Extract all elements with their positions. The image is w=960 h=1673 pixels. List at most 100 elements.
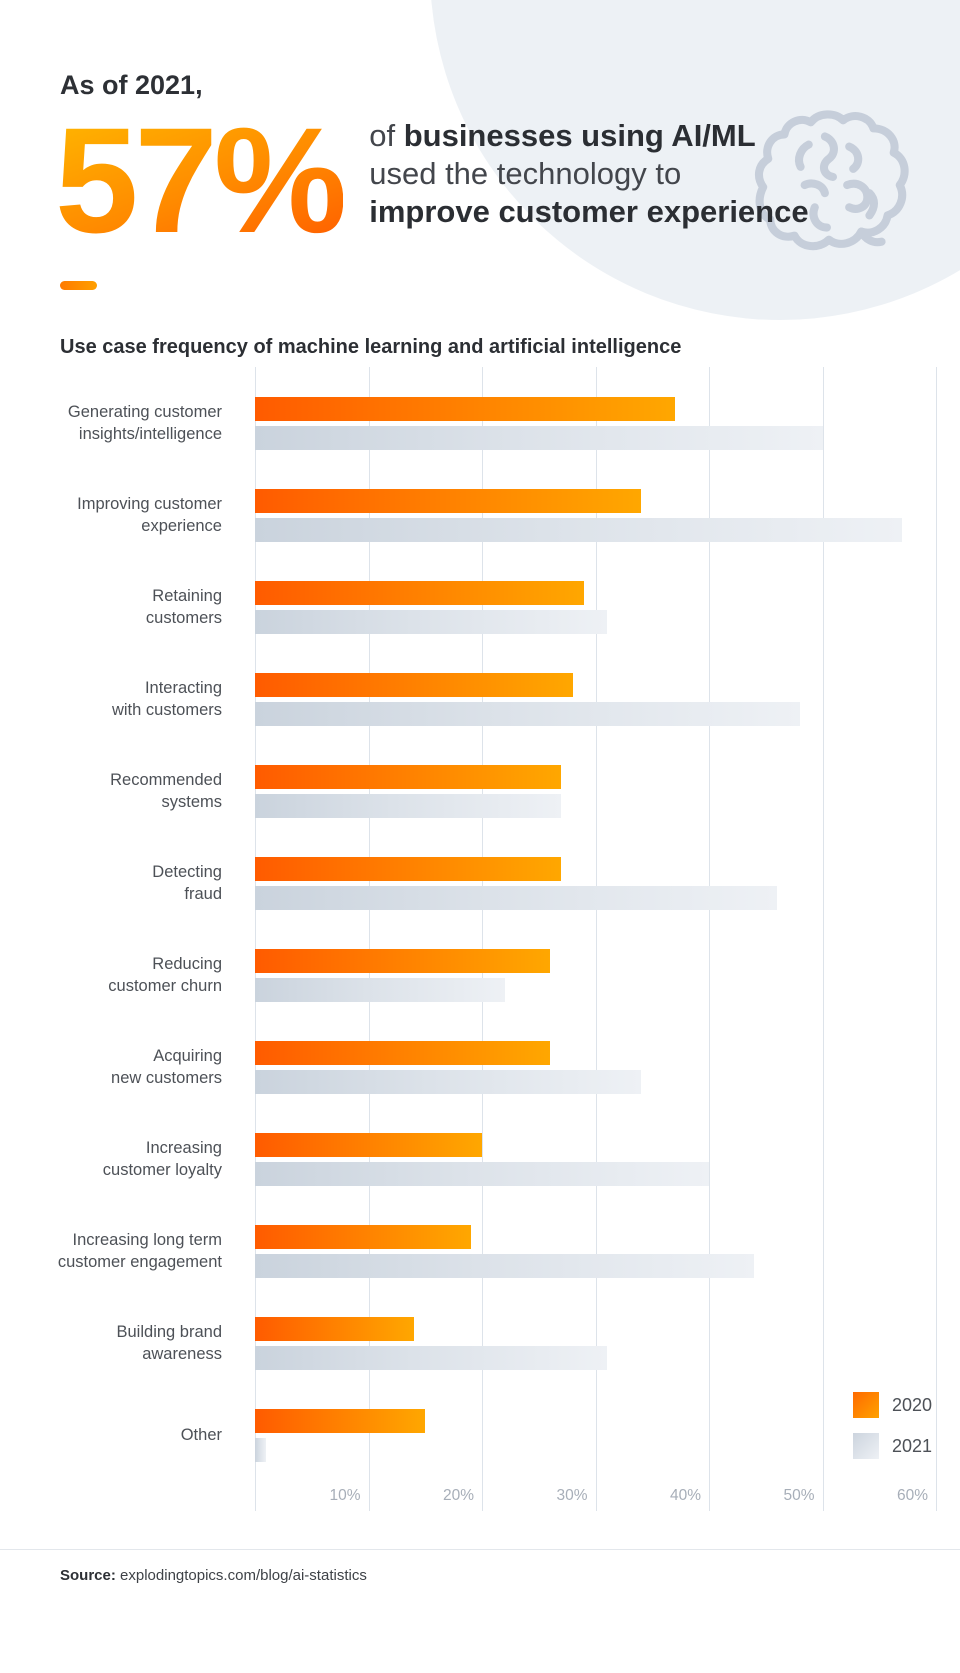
- category-label: Building brand awareness: [116, 1323, 223, 1363]
- bar-2021: [255, 793, 562, 818]
- accent-dash: [60, 281, 97, 290]
- bar-pair: [255, 580, 936, 634]
- hero-line1-prefix: of: [369, 118, 404, 153]
- hero-line3-bold: improve customer experience: [369, 194, 809, 229]
- bar-pair: [255, 856, 936, 910]
- bar-2021: [255, 885, 778, 910]
- chart-row: Improving customer experience: [0, 469, 936, 561]
- chart-row: Detecting fraud: [0, 837, 936, 929]
- category-label: Detecting fraud: [152, 863, 222, 903]
- chart-row: Reducing customer churn: [0, 929, 936, 1021]
- source-url: explodingtopics.com/blog/ai-statistics: [120, 1567, 367, 1584]
- bar-2021: [255, 1161, 709, 1186]
- category-label: Acquiring new customers: [111, 1047, 222, 1087]
- chart-row: Generating customer insights/intelligenc…: [0, 377, 936, 469]
- bar-pair: [255, 488, 936, 542]
- gridline: [255, 367, 256, 1511]
- gridline: [822, 367, 824, 1511]
- hero-line2: used the technology to: [369, 156, 682, 191]
- gridline: [936, 367, 937, 1511]
- category-label: Retaining customers: [145, 587, 222, 627]
- bar-2021: [255, 517, 902, 542]
- bar-chart: Generating customer insights/intelligenc…: [0, 367, 960, 1511]
- bar-2020: [255, 672, 573, 697]
- chart-row: Increasing customer loyalty: [0, 1113, 936, 1205]
- bar-2021: [255, 977, 505, 1002]
- stat-value: 57%: [55, 96, 347, 264]
- bar-2021: [255, 425, 823, 450]
- bar-2020: [255, 1408, 426, 1433]
- legend-swatch-2021: [852, 1433, 879, 1459]
- bar-2020: [255, 488, 641, 513]
- chart-row: Other: [0, 1389, 936, 1481]
- bar-2021: [255, 1345, 607, 1370]
- chart-row: Recommended systems: [0, 745, 936, 837]
- footer-divider: [0, 1549, 960, 1550]
- hero-line1-bold: businesses using AI/ML: [403, 118, 756, 153]
- bar-2020: [255, 1224, 471, 1249]
- legend: 2020 2021: [852, 1392, 932, 1459]
- chart-row: Acquiring new customers: [0, 1021, 936, 1113]
- hero-stat-block: 57% of businesses using AI/ML used the t…: [55, 105, 960, 255]
- gridline: [709, 367, 710, 1511]
- bar-pair: [255, 764, 936, 818]
- chart-row: Retaining customers: [0, 561, 936, 653]
- category-label: Generating customer insights/intelligenc…: [67, 403, 222, 443]
- source-line: Source: explodingtopics.com/blog/ai-stat…: [60, 1567, 960, 1584]
- gridline: [595, 367, 597, 1511]
- bar-2021: [255, 609, 607, 634]
- bar-2020: [255, 1132, 482, 1157]
- legend-item-2020: 2020: [852, 1392, 932, 1418]
- category-label: Recommended systems: [110, 771, 222, 811]
- gridlines: [255, 367, 937, 1511]
- bar-2021: [255, 1069, 641, 1094]
- bar-2020: [255, 580, 585, 605]
- gridline: [482, 367, 483, 1511]
- legend-item-2021: 2021: [852, 1433, 932, 1459]
- bar-2020: [255, 856, 562, 881]
- bar-pair: [255, 1040, 936, 1094]
- legend-swatch-2020: [852, 1392, 879, 1418]
- x-axis-ticks: 10% 20% 30% 40% 50% 60%: [255, 1481, 936, 1511]
- category-label: Improving customer experience: [77, 495, 222, 535]
- bar-2020: [255, 948, 551, 973]
- chart-row: Building brand awareness: [0, 1297, 936, 1389]
- bar-2020: [255, 396, 675, 421]
- brain-icon: [754, 110, 909, 251]
- bar-2021: [255, 701, 800, 726]
- x-tick-label: 10%: [329, 1487, 361, 1504]
- x-tick-label: 60%: [896, 1487, 928, 1504]
- x-tick-label: 30%: [556, 1487, 588, 1504]
- category-label: Increasing customer loyalty: [102, 1139, 222, 1179]
- x-tick-label: 40%: [669, 1487, 701, 1504]
- bar-pair: [255, 1408, 936, 1462]
- legend-label: 2020: [891, 1394, 932, 1415]
- category-label: Increasing long term customer engagement: [57, 1231, 222, 1271]
- bar-pair: [255, 396, 936, 450]
- category-label: Other: [180, 1426, 222, 1444]
- bar-pair: [255, 672, 936, 726]
- bar-2021: [255, 1437, 267, 1462]
- gridline: [368, 367, 370, 1511]
- chart-row: Interacting with customers: [0, 653, 936, 745]
- chart-rows: Generating customer insights/intelligenc…: [0, 377, 936, 1481]
- bar-2020: [255, 764, 562, 789]
- category-label: Reducing customer churn: [108, 955, 222, 995]
- infographic: As of 2021, 57% of businesses using AI/M…: [0, 70, 960, 1584]
- category-label: Interacting with customers: [111, 679, 222, 719]
- bar-2020: [255, 1316, 414, 1341]
- bar-pair: [255, 1224, 936, 1278]
- x-tick-label: 50%: [783, 1487, 815, 1504]
- legend-label: 2021: [891, 1435, 932, 1456]
- bar-2021: [255, 1253, 755, 1278]
- bar-pair: [255, 1132, 936, 1186]
- chart-row: Increasing long term customer engagement: [0, 1205, 936, 1297]
- source-label: Source:: [60, 1567, 116, 1584]
- hero-text: of businesses using AI/ML used the techn…: [369, 117, 808, 255]
- bar-pair: [255, 948, 936, 1002]
- x-tick-label: 20%: [442, 1487, 474, 1504]
- bar-2020: [255, 1040, 551, 1065]
- chart-title: Use case frequency of machine learning a…: [60, 336, 682, 358]
- kicker-text: As of 2021,: [60, 70, 203, 100]
- bar-pair: [255, 1316, 936, 1370]
